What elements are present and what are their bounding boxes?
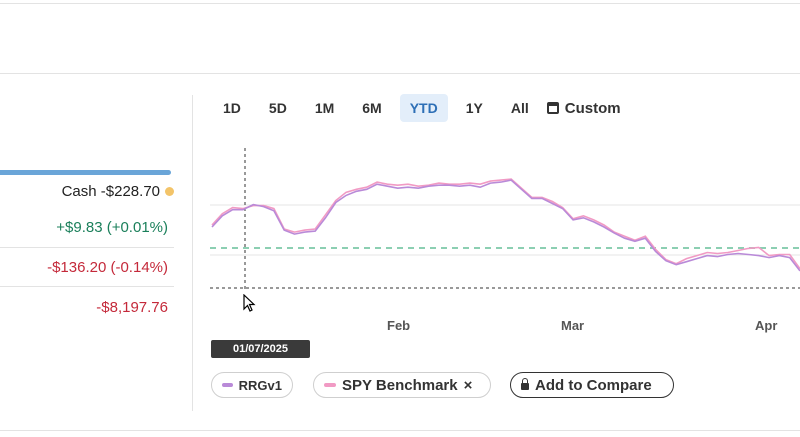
row-divider-1 <box>0 247 174 248</box>
legend-rrgv1-label: RRGv1 <box>238 377 282 393</box>
cash-label: Cash <box>61 183 97 200</box>
add-to-compare-label: Add to Compare <box>535 376 652 394</box>
spy-swatch <box>324 383 336 387</box>
top-divider <box>0 3 800 4</box>
allocation-bar <box>0 170 171 175</box>
x-tick-mar: Mar <box>561 318 585 333</box>
day-change-value: +$9.83 (+0.01%) <box>56 219 168 236</box>
period-change-value: -$136.20 (-0.14%) <box>47 259 168 276</box>
tab-5d[interactable]: 5D <box>268 100 287 116</box>
legend-chip-rrgv1[interactable]: RRGv1 <box>211 372 293 398</box>
tab-ytd[interactable]: YTD <box>399 94 448 122</box>
lock-icon <box>521 377 529 390</box>
cash-row: Cash -$228.70 <box>0 183 172 200</box>
bottom-divider <box>0 430 800 431</box>
tab-1y[interactable]: 1Y <box>465 100 483 116</box>
add-to-compare-button[interactable]: Add to Compare <box>510 372 674 398</box>
legend-chip-spy[interactable]: SPY Benchmark × <box>313 372 491 398</box>
tab-1d[interactable]: 1D <box>223 100 241 116</box>
tab-1m[interactable]: 1M <box>314 100 335 116</box>
header-divider <box>0 73 800 74</box>
performance-chart[interactable] <box>200 140 800 290</box>
rrgv1-swatch <box>222 383 233 387</box>
calendar-icon <box>546 102 559 114</box>
legend-spy-label: SPY Benchmark <box>342 376 458 394</box>
x-tick-feb: Feb <box>387 318 411 333</box>
panel-divider <box>192 95 193 411</box>
date-tooltip: 01/07/2025 <box>211 340 310 358</box>
row-divider-2 <box>0 286 174 287</box>
tab-6m[interactable]: 6M <box>362 100 382 116</box>
rrgv1-line <box>211 179 800 272</box>
tab-all[interactable]: All <box>510 100 529 116</box>
remove-spy-icon[interactable]: × <box>463 376 473 394</box>
spy-benchmark-line <box>211 178 800 270</box>
custom-label: Custom <box>564 99 621 117</box>
mouse-cursor-icon <box>243 294 256 312</box>
cash-indicator-dot <box>165 187 174 196</box>
range-tabs: 1D 5D 1M 6M YTD 1Y All Custom <box>213 94 621 122</box>
x-tick-apr: Apr <box>755 318 778 333</box>
custom-range-button[interactable]: Custom <box>546 99 621 117</box>
total-change-value: -$8,197.76 <box>96 299 168 316</box>
cash-value: -$228.70 <box>100 183 160 200</box>
